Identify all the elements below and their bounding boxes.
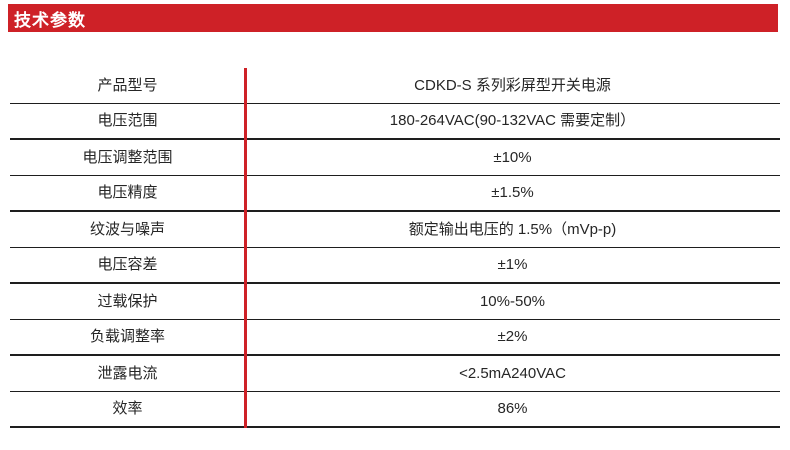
param-value: ±1%: [497, 256, 528, 273]
param-label: 电压容差: [97, 256, 158, 273]
table-row: 电压范围 180-264VAC(90-132VAC 需要定制）: [10, 104, 780, 140]
param-value: <2.5mA240VAC: [459, 364, 566, 382]
table-row: 效率 86%: [10, 392, 780, 428]
section-title: 技术参数: [14, 10, 86, 30]
param-label: 电压范围: [97, 112, 158, 129]
param-value: CDKD-S 系列彩屏型开关电源: [414, 76, 611, 94]
spec-table: 产品型号 CDKD-S 系列彩屏型开关电源 电压范围 180-264VAC(90…: [10, 68, 780, 428]
param-label: 产品型号: [97, 76, 158, 94]
table-row: 电压容差 ±1%: [10, 248, 780, 284]
param-label: 纹波与噪声: [89, 220, 165, 238]
param-value: 180-264VAC(90-132VAC 需要定制）: [389, 112, 636, 129]
table-row: 电压调整范围 ±10%: [10, 140, 780, 176]
param-label: 泄露电流: [97, 364, 158, 382]
param-value: ±2%: [497, 328, 528, 345]
column-divider: [244, 68, 247, 428]
param-value: 额定输出电压的 1.5%（mVp-p): [408, 220, 617, 238]
table-row: 纹波与噪声 额定输出电压的 1.5%（mVp-p): [10, 212, 780, 248]
param-label: 负载调整率: [89, 328, 165, 345]
param-value: 86%: [497, 400, 528, 417]
param-label: 过载保护: [97, 292, 158, 310]
table-row: 负载调整率 ±2%: [10, 320, 780, 356]
param-value: ±10%: [493, 148, 532, 166]
table-row: 泄露电流 <2.5mA240VAC: [10, 356, 780, 392]
param-label: 效率: [112, 400, 143, 417]
param-label: 电压精度: [97, 184, 158, 201]
param-value: 10%-50%: [479, 292, 546, 310]
param-label: 电压调整范围: [82, 148, 173, 166]
table-row: 过载保护 10%-50%: [10, 284, 780, 320]
param-value: ±1.5%: [491, 184, 534, 201]
table-row: 电压精度 ±1.5%: [10, 176, 780, 212]
table-header-row: 产品型号 CDKD-S 系列彩屏型开关电源: [10, 68, 780, 104]
section-title-banner: 技术参数: [8, 4, 778, 32]
